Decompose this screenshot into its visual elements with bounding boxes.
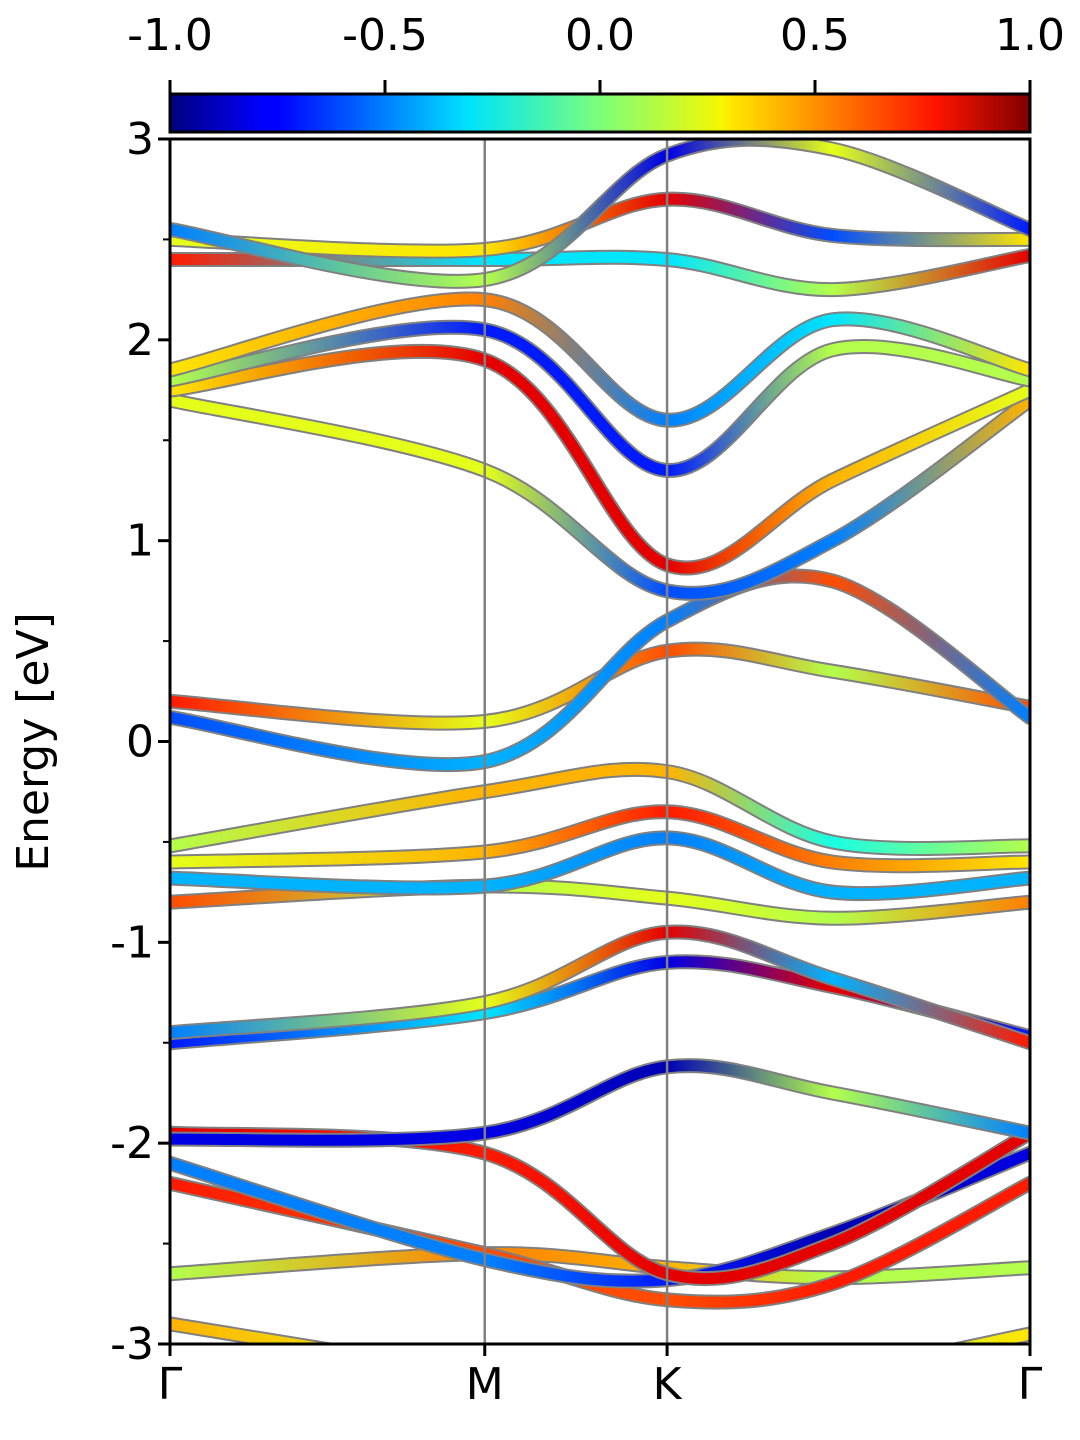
y-tick-label: 2 [126,315,154,366]
band-outline [170,761,1030,856]
band-outline [170,568,1030,772]
band-9 [170,830,1030,902]
band-line [170,1318,1030,1344]
band-line [170,926,1030,1049]
band-line [170,832,1030,900]
band-line [170,394,1030,599]
band-line [170,1060,1030,1146]
y-tick-label: -2 [110,1118,154,1169]
band-line [170,570,1030,770]
y-tick-label: 3 [126,114,154,165]
band-18 [170,247,1030,298]
bands-layer [170,139,1030,1344]
band-line [170,345,1030,574]
band-19 [170,191,1030,259]
y-axis-label: Energy [eV] [8,612,59,872]
band-line [170,139,1030,287]
x-tick-label: M [466,1359,504,1410]
y-axis-ticks: 3 2 1 0 -1 -2 -3 [110,114,170,1370]
high-symmetry-lines [483,139,669,1344]
y-tick-label: 0 [126,717,154,768]
y-tick-label: 1 [126,516,154,567]
band-line [170,806,1030,872]
band-15 [170,343,1030,576]
band-13 [170,568,1030,772]
band-line [170,321,1030,476]
band-line [170,643,1030,729]
colorbar-ticks [168,80,1032,94]
band-16 [170,319,1030,478]
x-tick-label: Γ [158,1359,183,1410]
band-line [170,249,1030,296]
band-17 [170,291,1030,428]
band-12 [170,641,1030,731]
band-outline [170,1316,1030,1344]
colorbar: -1.0 -0.5 0.0 0.5 1.0 [127,10,1065,134]
colorbar-tick-labels: -1.0 -0.5 0.0 0.5 1.0 [127,10,1065,61]
band-line [170,293,1030,426]
colorbar-tick-label: 0.5 [780,10,850,61]
colorbar-gradient [168,92,1032,134]
colorbar-tick-label: 1.0 [995,10,1065,61]
x-tick-label: K [653,1359,683,1410]
y-tick-label: -1 [110,917,154,968]
band-0 [170,1316,1030,1344]
x-tick-label: Γ [1018,1359,1043,1410]
band-11 [170,761,1030,856]
band-10 [170,804,1030,874]
colorbar-tick-label: 0.0 [565,10,635,61]
band-20 [170,139,1030,289]
y-tick-label: -3 [110,1319,154,1370]
band-line [170,763,1030,854]
band-14 [170,392,1030,601]
colorbar-tick-label: -1.0 [127,10,213,61]
band-7 [170,924,1030,1051]
band-line [170,193,1030,257]
colorbar-tick-label: -0.5 [342,10,428,61]
band-5 [170,1058,1030,1148]
